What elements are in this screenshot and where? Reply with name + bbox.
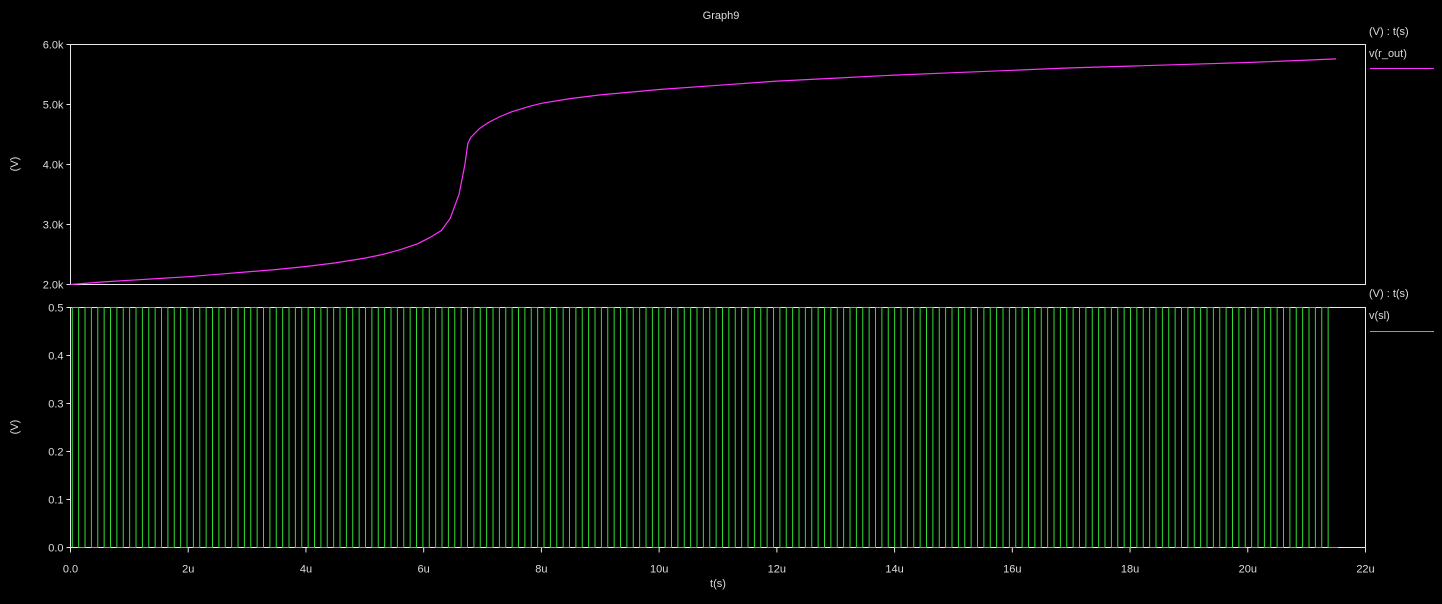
- bottom-y-tick-label: 0.5: [48, 303, 63, 315]
- x-tick-label: 8u: [535, 564, 547, 576]
- x-tick-label: 12u: [768, 564, 786, 576]
- top-y-tick-label: 4.0k: [43, 160, 64, 172]
- bottom-legend-header: (V) : t(s): [1369, 288, 1409, 300]
- x-tick-label: 22u: [1356, 564, 1374, 576]
- bottom-y-axis-label: (V): [9, 420, 21, 435]
- top-y-axis-label: (V): [9, 157, 21, 172]
- x-tick-label: 2u: [182, 564, 194, 576]
- x-axis-label: t(s): [710, 578, 726, 590]
- top-series-layer: [70, 58, 1337, 286]
- top-y-tick-label: 2.0k: [43, 280, 64, 292]
- graph-title: Graph9: [703, 10, 740, 22]
- bottom-y-tick-label: 0.1: [48, 495, 63, 507]
- x-tick-label: 10u: [650, 564, 668, 576]
- x-tick-label: 20u: [1239, 564, 1257, 576]
- bottom-y-tick-label: 0.0: [48, 543, 63, 555]
- x-tick-label: 6u: [418, 564, 430, 576]
- top-y-tick-label: 3.0k: [43, 220, 64, 232]
- x-axis-ticks: 0.0 2u 4u 6u 8u 10u 12u 14u 16u 18u 20u 22u: [63, 547, 1375, 576]
- series-line-sl: [71, 307, 1339, 548]
- series-line-r-out: [70, 58, 1337, 286]
- top-y-axis-ticks: 2.0k 3.0k 4.0k 5.0k 6.0k: [43, 40, 71, 292]
- top-y-tick-label: 6.0k: [43, 40, 64, 52]
- x-tick-label: 18u: [1121, 564, 1139, 576]
- x-tick-label: 4u: [300, 564, 312, 576]
- legend-label-r-out[interactable]: v(r_out): [1369, 48, 1407, 60]
- bottom-y-tick-label: 0.3: [48, 399, 63, 411]
- top-legend-header: (V) : t(s): [1369, 26, 1409, 38]
- x-tick-label: 0.0: [63, 564, 78, 576]
- x-tick-label: 14u: [885, 564, 903, 576]
- bottom-series-layer: [71, 307, 1339, 548]
- x-tick-label: 16u: [1003, 564, 1021, 576]
- bottom-y-axis-ticks: 0.0 0.1 0.2 0.3 0.4 0.5: [48, 303, 71, 555]
- bottom-y-tick-label: 0.2: [48, 447, 63, 459]
- bottom-y-tick-label: 0.4: [48, 351, 63, 363]
- top-y-tick-label: 5.0k: [43, 100, 64, 112]
- legend-label-sl[interactable]: v(sl): [1369, 310, 1390, 322]
